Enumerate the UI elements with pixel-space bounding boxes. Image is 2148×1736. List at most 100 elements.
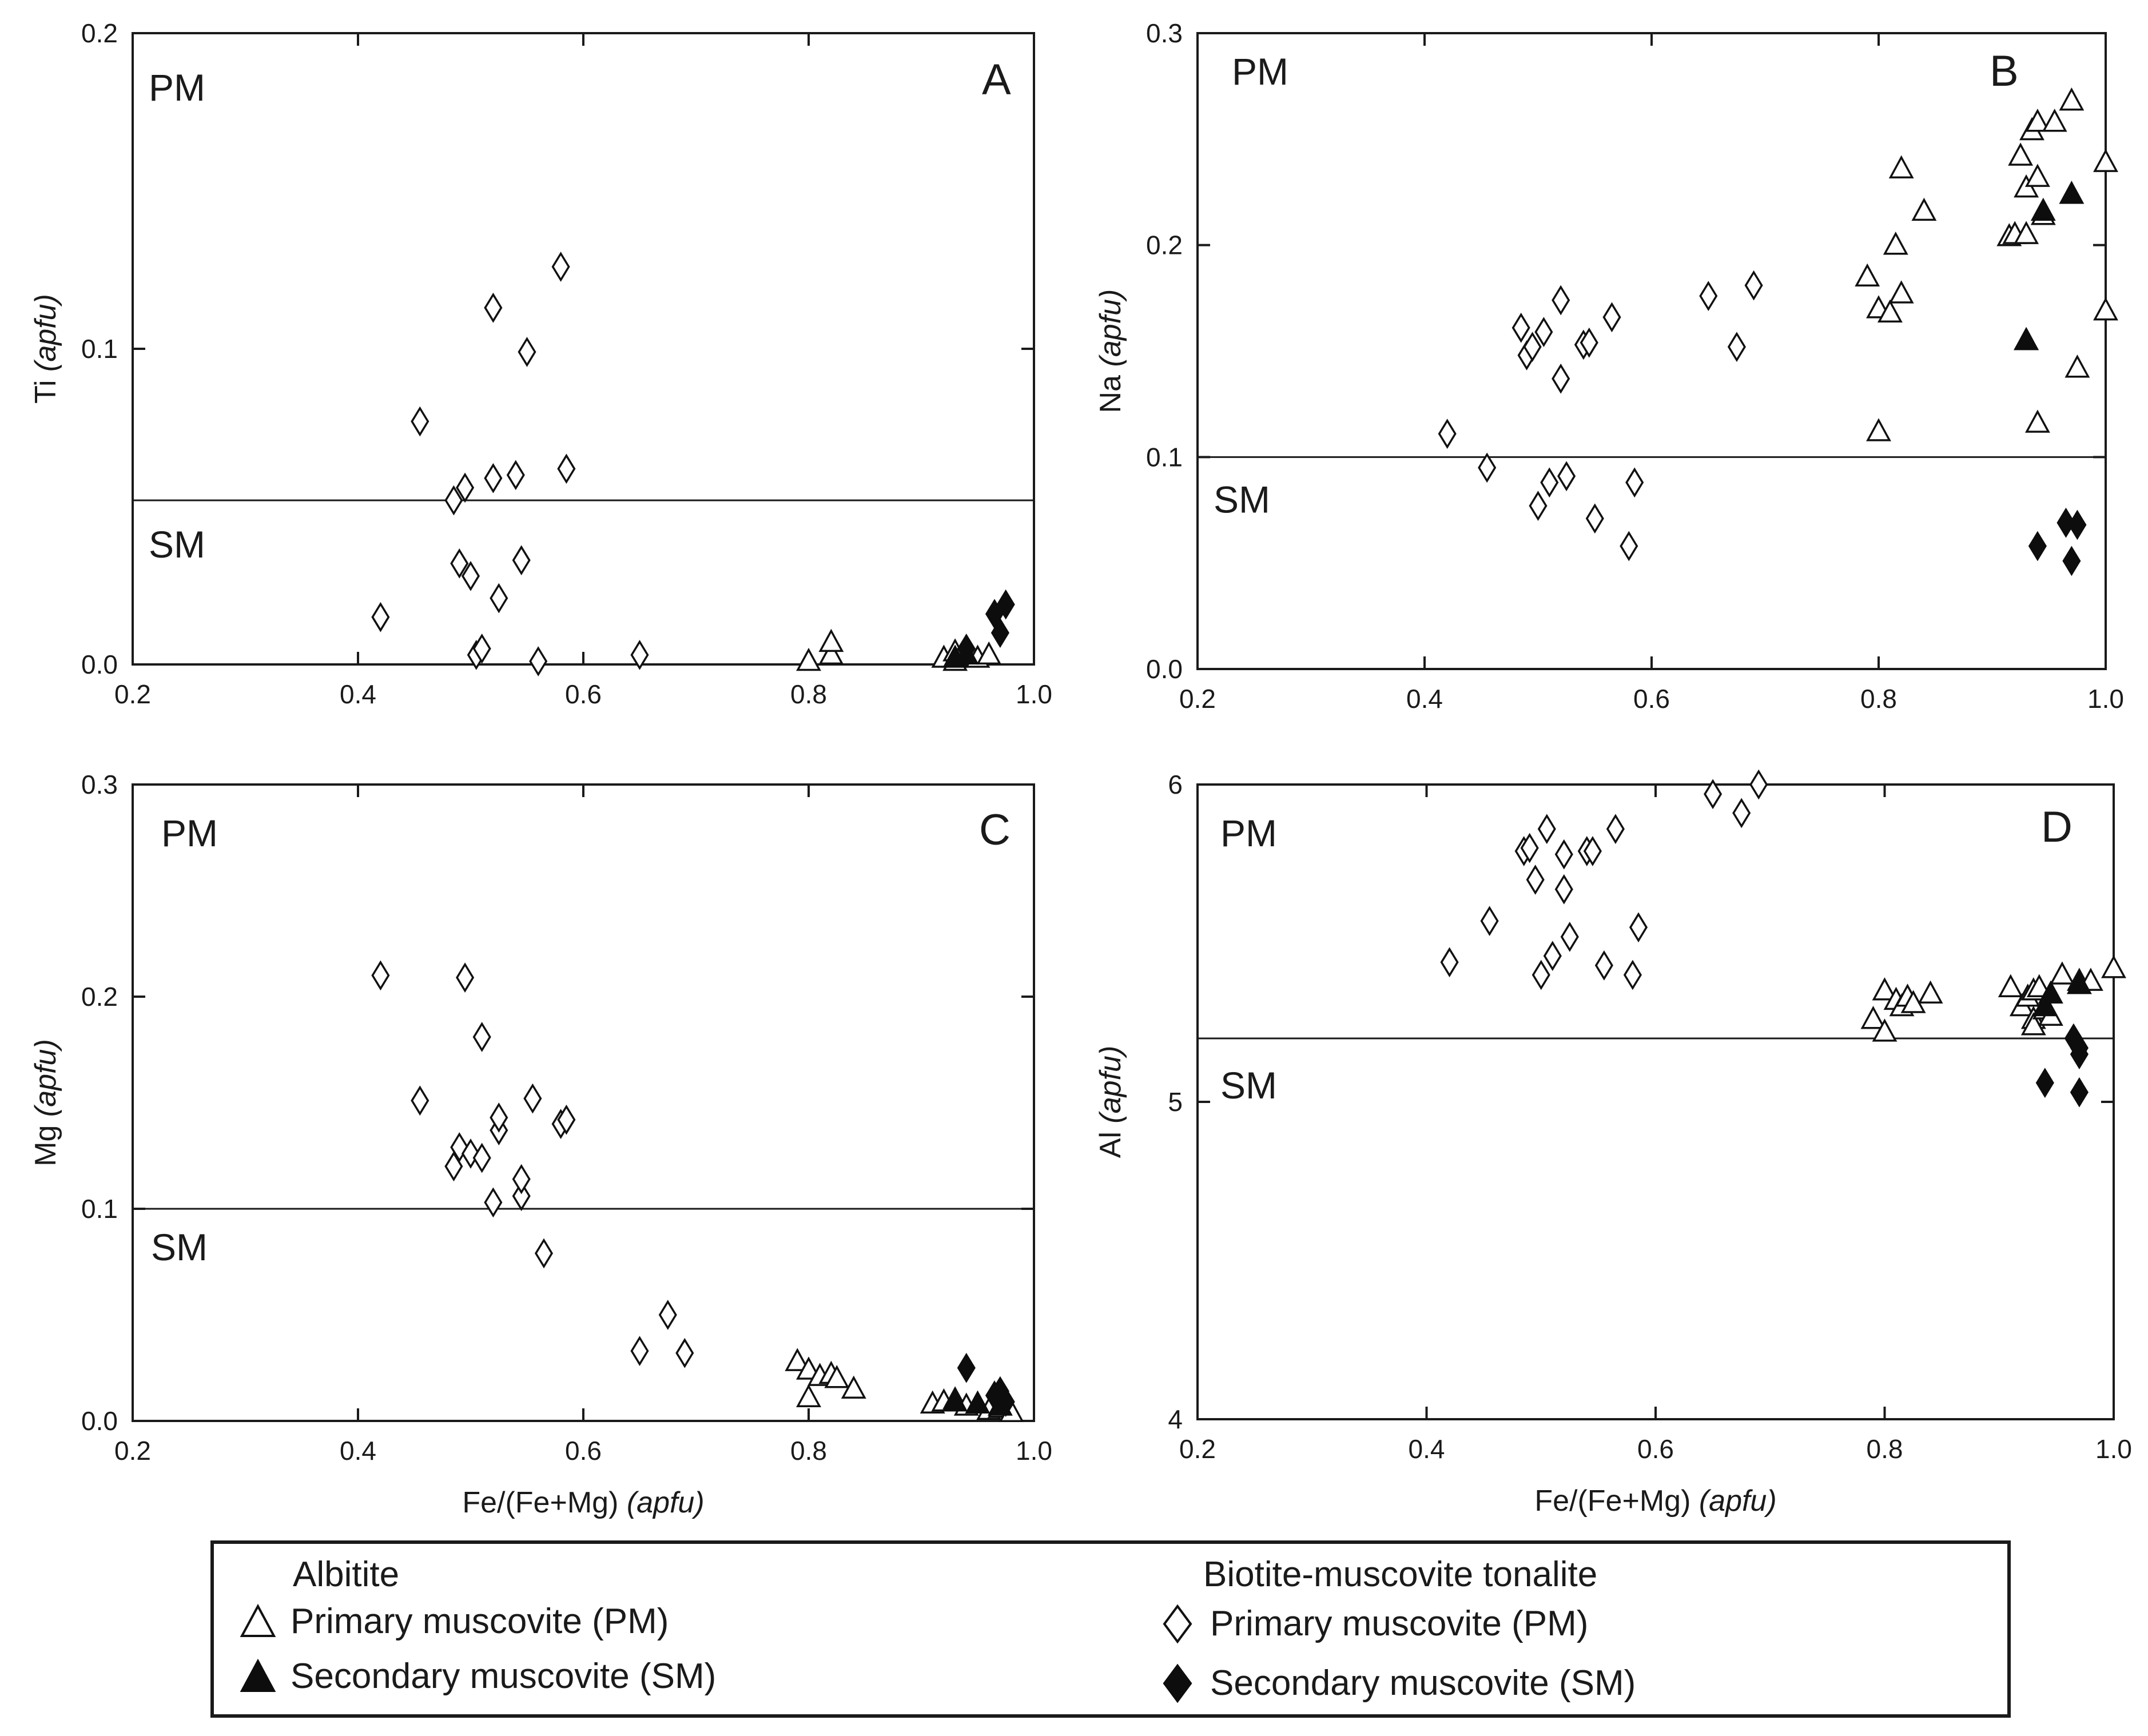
open-diamond-point	[1629, 912, 1648, 943]
open-triangle-point	[2026, 974, 2052, 997]
x-tick-label: 1.0	[1016, 1436, 1052, 1466]
open-diamond-point	[450, 548, 469, 579]
open-diamond-point	[1744, 270, 1763, 301]
open-diamond-point	[1557, 461, 1576, 492]
x-tick-label: 0.2	[114, 679, 151, 709]
open-diamond-point	[1602, 302, 1621, 333]
open-triangle-point	[1866, 418, 1891, 441]
x-tick-label: 0.8	[1860, 684, 1897, 714]
open-triangle-point	[976, 641, 1002, 665]
open-triangle-point	[2059, 87, 2085, 111]
x-tick-label: 0.6	[1637, 1434, 1674, 1464]
open-diamond-point	[630, 640, 649, 670]
x-tick-label: 0.6	[565, 679, 602, 709]
open-diamond-point	[1625, 467, 1644, 498]
legend-albitite-secondary: Secondary muscovite (SM)	[238, 1656, 716, 1697]
series-group	[1860, 955, 2126, 1042]
open-triangle-point	[2093, 149, 2118, 172]
y-tick-label: 0.3	[81, 770, 118, 799]
filled-triangle-point	[2059, 181, 2085, 204]
legend-tonalite-secondary-label: Secondary muscovite (SM)	[1210, 1663, 1636, 1703]
x-tick-label: 0.6	[1633, 684, 1670, 714]
y-tick-label: 0.0	[1146, 654, 1183, 684]
x-axis-title-main: Fe/(Fe+Mg)	[462, 1486, 627, 1519]
open-diamond-point	[1520, 833, 1539, 863]
y-tick-label: 0.1	[81, 1194, 118, 1224]
x-tick-label: 0.2	[1179, 684, 1216, 714]
x-tick-label: 1.0	[2087, 684, 2124, 714]
legend-albitite-secondary-label: Secondary muscovite (SM)	[291, 1657, 717, 1696]
open-diamond-point	[1585, 503, 1604, 534]
open-diamond-point	[456, 962, 475, 993]
series-group	[1438, 270, 1763, 562]
open-diamond-point	[371, 960, 390, 991]
open-diamond-point	[557, 453, 576, 484]
series-group	[371, 960, 694, 1368]
open-triangle-point	[1918, 980, 1943, 1004]
y-tick-label: 0.3	[1146, 18, 1183, 48]
plot-frame-d	[1196, 783, 2115, 1420]
panel-letter: B	[1990, 47, 2019, 95]
open-diamond-point	[444, 1151, 463, 1182]
filled-diamond-point	[996, 589, 1015, 620]
open-triangle-point	[796, 1384, 821, 1407]
x-axis-title-main: Fe/(Fe+Mg)	[1534, 1484, 1699, 1518]
series-group	[2032, 971, 2092, 1017]
open-diamond-point	[1438, 419, 1457, 449]
open-diamond-point	[444, 485, 463, 516]
open-diamond-point	[472, 1022, 491, 1052]
filled-diamond-icon	[1163, 1663, 1192, 1703]
open-diamond-point	[512, 545, 531, 576]
open-diamond-point	[1727, 332, 1746, 362]
open-diamond-point	[1623, 959, 1642, 990]
open-diamond-point	[534, 1238, 554, 1269]
filled-triangle-point	[2038, 980, 2063, 1004]
panel-letter: D	[2041, 803, 2073, 851]
open-triangle-point	[1883, 232, 1908, 255]
legend-albitite-primary: Primary muscovite (PM)	[238, 1601, 669, 1642]
open-triangle-point	[2024, 409, 2050, 433]
open-triangle-point	[2020, 1012, 2046, 1036]
plot-frame-a	[132, 32, 1035, 666]
plot-frame-c	[132, 783, 1035, 1422]
x-axis-title-unit: (apfu)	[627, 1486, 705, 1519]
open-diamond-point	[456, 472, 475, 503]
open-diamond-point	[1540, 467, 1559, 498]
filled-diamond-point	[991, 618, 1009, 648]
y-tick-label: 0.0	[81, 1406, 118, 1436]
filled-diamond-point	[2070, 1077, 2089, 1108]
legend-tonalite-title: Biotite-muscovite tonalite	[1203, 1555, 1598, 1594]
open-triangle-point	[841, 1375, 866, 1399]
open-diamond-point	[490, 1102, 508, 1133]
x-tick-label: 1.0	[2095, 1434, 2132, 1464]
open-diamond-point	[1537, 814, 1556, 845]
open-diamond-point	[1440, 947, 1459, 978]
sm-region-label: SM	[149, 523, 205, 566]
open-diamond-point	[1704, 779, 1723, 810]
x-tick-label: 0.8	[790, 1436, 827, 1466]
y-tick-label: 0.2	[81, 982, 118, 1012]
open-diamond-point	[1554, 874, 1573, 905]
series-group	[1440, 769, 1768, 990]
y-axis-title-main: Mg	[29, 1117, 62, 1166]
open-diamond-point	[1532, 959, 1550, 990]
y-axis-title-unit: (apfu)	[1094, 1046, 1127, 1124]
open-diamond-point	[512, 1181, 531, 1212]
pm-region-label: PM	[1220, 812, 1277, 854]
open-diamond-point	[461, 561, 480, 591]
pm-region-label: PM	[1232, 50, 1288, 93]
open-diamond-point	[1580, 327, 1598, 358]
open-triangle-icon	[240, 1603, 276, 1637]
series-group	[957, 589, 1015, 664]
open-diamond-point	[484, 1187, 503, 1218]
y-tick-label: 4	[1168, 1404, 1183, 1434]
x-tick-label: 0.4	[1406, 684, 1443, 714]
filled-triangle-point	[2014, 327, 2039, 351]
open-diamond-point	[490, 583, 508, 614]
open-diamond-point	[484, 463, 503, 493]
open-triangle-point	[2049, 961, 2075, 985]
open-triangle-point	[2014, 221, 2039, 244]
open-triangle-point	[1860, 1006, 1886, 1029]
open-diamond-point	[472, 634, 491, 664]
